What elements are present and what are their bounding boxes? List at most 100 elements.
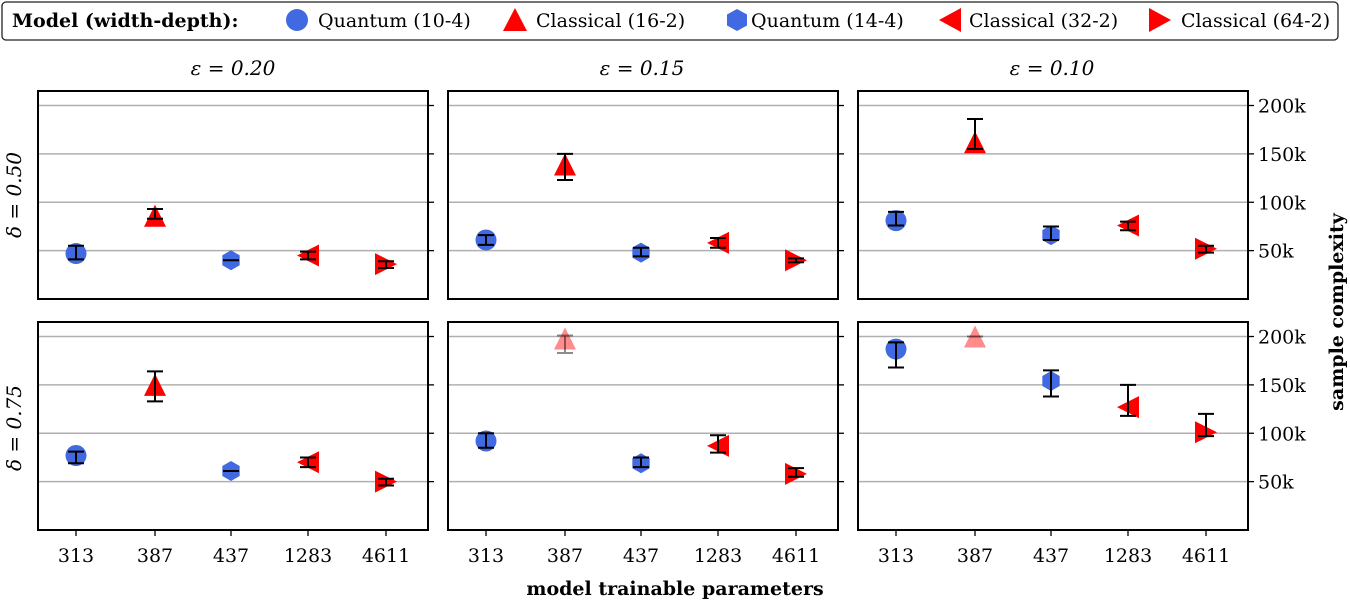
- data-point: [707, 434, 729, 457]
- error-bar: [788, 257, 804, 264]
- y-tick-label: 100k: [1258, 192, 1306, 214]
- data-point: [144, 204, 166, 227]
- legend-entry-classical-32-2: Classical (32-2): [939, 8, 1118, 32]
- error-bar: [633, 456, 649, 469]
- error-bar: [888, 210, 904, 227]
- column-title-eps-0-15: ε = 0.15: [600, 56, 685, 80]
- error-bar: [633, 246, 649, 258]
- y-tick-label: 200k: [1258, 96, 1306, 118]
- error-bar: [1043, 369, 1059, 398]
- legend-label: Quantum (10-4): [318, 10, 471, 32]
- panel-r1-c2: 50k 100k 150k 200k 313 387 437 1283 4611: [857, 321, 1306, 567]
- x-tick-label: 437: [1033, 545, 1069, 567]
- legend-entry-classical-64-2: Classical (64-2): [1149, 8, 1330, 32]
- y-tick-label: 100k: [1258, 423, 1306, 445]
- row-title-delta-0-50: δ = 0.50: [2, 152, 26, 238]
- error-bar: [300, 250, 316, 261]
- data-point: [785, 249, 807, 272]
- panels: 50k 100k 150k 200k 313 387 437 1283 4611 313 387 43…: [37, 90, 1306, 567]
- data-point: [65, 243, 87, 265]
- data-point: [1117, 383, 1139, 419]
- legend-label: Classical (64-2): [1181, 10, 1330, 32]
- x-tick-label: 1283: [284, 545, 332, 567]
- legend-box: [1, 1, 1339, 41]
- error-bar: [710, 434, 726, 454]
- data-point: [707, 231, 729, 254]
- error-bar: [888, 341, 904, 369]
- data-point: [144, 370, 166, 403]
- y-tick-label: 200k: [1258, 327, 1306, 349]
- x-axis-label: model trainable parameters: [526, 578, 823, 600]
- column-title-eps-0-20: ε = 0.20: [191, 56, 276, 80]
- x-tick-label: 313: [58, 545, 94, 567]
- error-bar: [967, 118, 983, 151]
- x-tick-label: 313: [468, 545, 504, 567]
- column-title-eps-0-10: ε = 0.10: [1010, 56, 1095, 80]
- row-title-delta-0-75: δ = 0.75: [2, 385, 26, 471]
- panel-frame: [857, 90, 1249, 300]
- error-bar: [68, 450, 84, 465]
- legend-label: Classical (32-2): [969, 10, 1118, 32]
- error-bar: [788, 467, 804, 478]
- data-point: [885, 210, 907, 232]
- y-tick-label: 150k: [1258, 144, 1306, 166]
- error-bar: [557, 152, 573, 182]
- error-bar: [1198, 412, 1214, 438]
- x-tick-label: 313: [878, 545, 914, 567]
- hexagon-marker-icon: [727, 9, 747, 31]
- data-point: [554, 152, 576, 182]
- panel-frame: [37, 321, 429, 531]
- triangle-up-marker: [964, 325, 986, 348]
- panel-r1-c1: 313 387 437 1283 4611: [447, 321, 844, 567]
- x-tick-label: 4611: [1182, 545, 1230, 567]
- data-point: [1195, 237, 1217, 260]
- data-point: [1042, 369, 1060, 398]
- legend-entry-quantum-10-4: Quantum (10-4): [286, 9, 471, 32]
- error-bar: [378, 477, 394, 487]
- error-bar: [378, 260, 394, 270]
- x-tick-label: 387: [137, 545, 173, 567]
- error-bar: [1043, 225, 1059, 241]
- panel-r0-c2: 50k 100k 150k 200k: [857, 90, 1306, 300]
- error-bar: [710, 237, 726, 249]
- error-bar: [1120, 383, 1136, 417]
- error-bar: [300, 456, 316, 469]
- panel-frame: [37, 90, 429, 300]
- x-tick-label: 4611: [362, 545, 410, 567]
- data-point: [1042, 225, 1060, 246]
- triangle-up-marker-icon: [503, 8, 527, 31]
- x-tick-label: 1283: [694, 545, 742, 567]
- data-point: [222, 460, 240, 481]
- data-point: [222, 250, 240, 271]
- triangle-up-marker: [554, 327, 576, 350]
- x-tick-label: 437: [623, 545, 659, 567]
- panel-frame: [447, 90, 839, 300]
- error-bar: [1120, 220, 1136, 232]
- data-point: [632, 242, 650, 263]
- error-bar: [147, 208, 163, 220]
- panel-frame: [447, 321, 839, 531]
- error-bar: [147, 370, 163, 403]
- error-bar: [478, 432, 494, 449]
- data-point: [475, 430, 497, 452]
- legend-label: Quantum (14-4): [751, 10, 904, 32]
- error-bar: [557, 334, 573, 354]
- error-bar: [478, 234, 494, 246]
- data-point: [297, 244, 319, 267]
- x-tick-label: 387: [547, 545, 583, 567]
- legend: Model (width-depth): Quantum (10-4) Clas…: [1, 1, 1339, 41]
- data-point: [297, 451, 319, 474]
- y-axis-label: sample complexity: [1326, 212, 1348, 411]
- panel-r1-c0: 313 387 437 1283 4611: [37, 321, 434, 567]
- legend-entry-quantum-14-4: Quantum (14-4): [727, 9, 904, 32]
- data-point: [964, 325, 986, 348]
- data-point: [632, 453, 650, 474]
- data-point: [65, 445, 87, 467]
- legend-title: Model (width-depth):: [12, 10, 239, 32]
- data-point: [375, 253, 397, 276]
- x-tick-label: 4611: [772, 545, 820, 567]
- data-point: [375, 470, 397, 493]
- error-bar: [1198, 244, 1214, 254]
- panel-frame: [857, 321, 1249, 531]
